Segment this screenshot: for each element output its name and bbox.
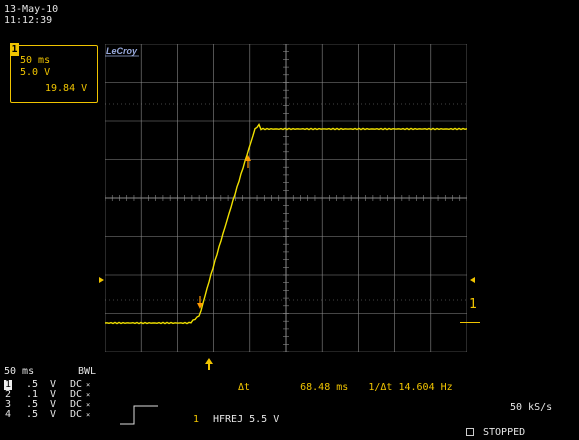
status-indicator-icon: [466, 428, 474, 436]
channel-timebase: 50 ms: [20, 55, 51, 66]
trigger-position-arrow-icon[interactable]: [204, 358, 214, 370]
channel-coupling: DC: [70, 379, 83, 390]
channel-1-offset-marker[interactable]: 1: [469, 297, 477, 312]
ground-level-marker-left[interactable]: [99, 277, 104, 283]
measurement-readout: Δt 68.48 ms 1/Δt 14.604 Hz: [238, 382, 453, 393]
channel-scale: .5: [26, 409, 39, 420]
bwl-label: BWL: [78, 366, 97, 377]
date-text: 13-May-10: [4, 4, 59, 15]
channel-coupling: DC: [70, 389, 83, 400]
graticule: [105, 44, 467, 352]
channel-coupling: DC: [70, 409, 83, 420]
channel-scale: .1: [26, 389, 39, 400]
channel-index: 1: [4, 379, 12, 390]
channel-volts-div: 5.0 V: [20, 67, 51, 78]
channel-index: 3: [4, 399, 12, 410]
delta-t-label: Δt: [238, 382, 251, 393]
channel-scale: .5: [26, 379, 39, 390]
probe-attenuation-icon: ×: [86, 391, 91, 399]
acquisition-status: STOPPED: [483, 427, 526, 438]
channel-level: 19.84 V: [45, 83, 88, 94]
brand-logo: LeCroy: [106, 46, 138, 56]
bottom-timebase: 50 ms: [4, 366, 35, 377]
trigger-edge-icon: [120, 405, 158, 425]
time-text: 11:12:39: [4, 15, 53, 26]
trigger-mode: HFREJ 5.5 V: [213, 414, 280, 425]
frequency-value: 14.604 Hz: [398, 382, 453, 393]
channel-unit: V: [50, 379, 57, 390]
channel-unit: V: [50, 409, 57, 420]
ground-level-marker-right[interactable]: [470, 277, 475, 283]
probe-attenuation-icon: ×: [86, 401, 91, 409]
channel-row[interactable]: 1 .5 V DC ×: [4, 380, 124, 390]
sample-rate: 50 kS/s: [510, 402, 553, 413]
delta-t-value: 68.48 ms: [300, 382, 349, 393]
channel-row[interactable]: 3 .5 V DC ×: [4, 400, 124, 410]
cursor-marker-high[interactable]: [245, 155, 251, 168]
channel-index: 4: [4, 409, 12, 420]
channel-row[interactable]: 4 .5 V DC ×: [4, 410, 124, 420]
probe-attenuation-icon: ×: [86, 411, 91, 419]
channel-index: 2: [4, 389, 12, 400]
probe-attenuation-icon: ×: [86, 381, 91, 389]
channel-coupling: DC: [70, 399, 83, 410]
channel-scale: .5: [26, 399, 39, 410]
date-time-readout: 13-May-10 11:12:39: [4, 4, 58, 26]
channel-unit: V: [50, 399, 57, 410]
channel-unit: V: [50, 389, 57, 400]
channel-info-box[interactable]: 50 ms 5.0 V 19.84 V: [10, 45, 98, 103]
trigger-channel: 1: [193, 414, 200, 425]
channel-1-offset-line: [460, 322, 480, 323]
waveform-display[interactable]: LeCroy: [105, 44, 467, 352]
channel-number-badge: 1: [10, 43, 19, 56]
frequency-label: 1/Δt: [368, 382, 393, 393]
channel-row[interactable]: 2 .1 V DC ×: [4, 390, 124, 400]
cursor-marker-low[interactable]: [197, 296, 203, 309]
channel-1-trace: [105, 123, 467, 325]
